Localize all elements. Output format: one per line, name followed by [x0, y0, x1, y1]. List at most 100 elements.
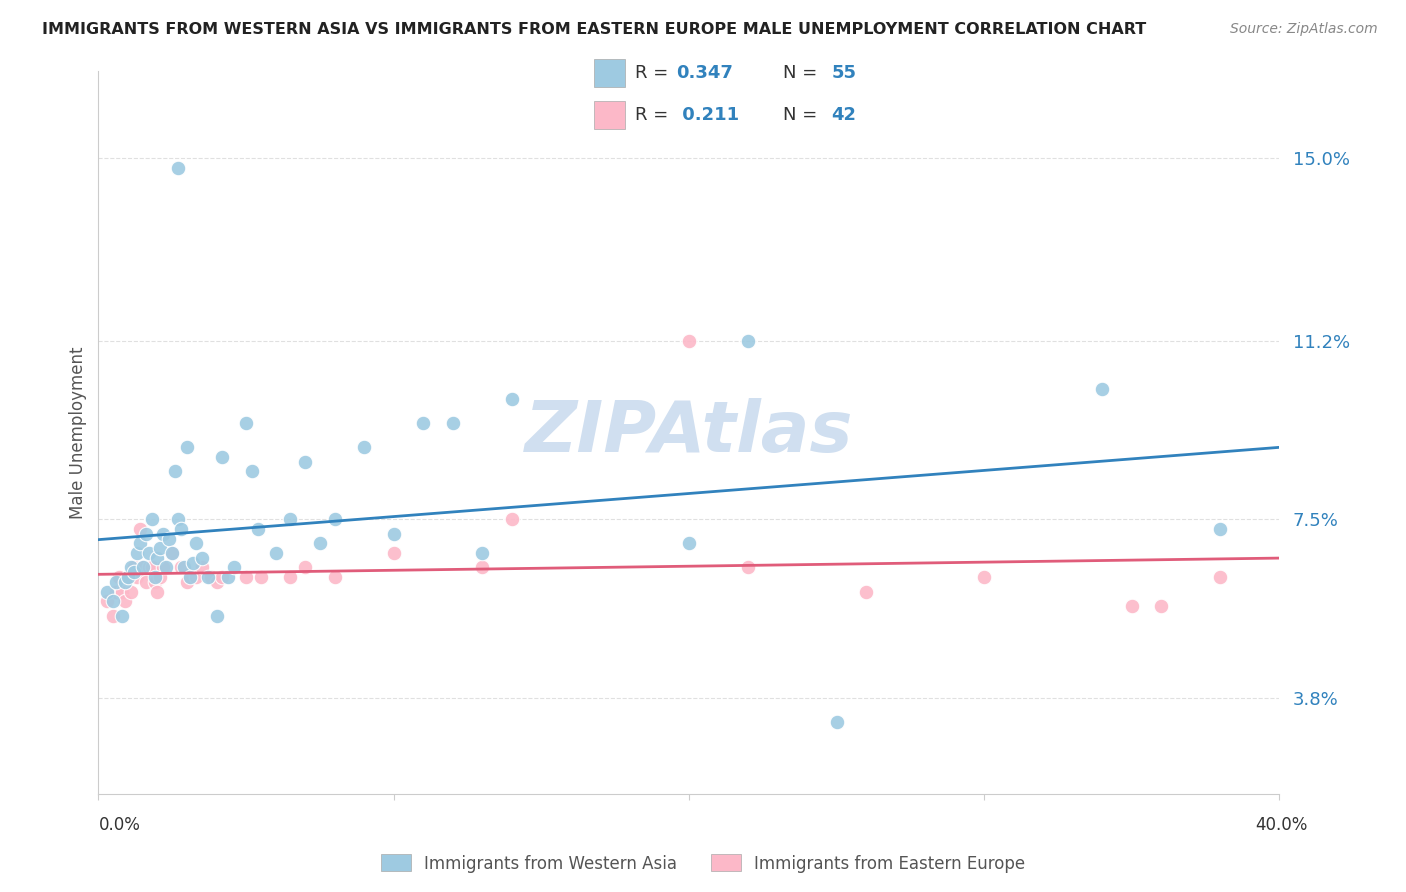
- Point: [323, 570, 346, 584]
- Point: [1091, 382, 1114, 396]
- Point: [211, 450, 233, 464]
- Point: [737, 560, 759, 574]
- Point: [280, 512, 302, 526]
- Text: Source: ZipAtlas.com: Source: ZipAtlas.com: [1230, 22, 1378, 37]
- Point: [323, 512, 346, 526]
- Bar: [593, 101, 624, 129]
- Text: 0.347: 0.347: [676, 63, 734, 82]
- Point: [125, 570, 148, 584]
- Point: [280, 570, 302, 584]
- Point: [678, 334, 700, 348]
- Point: [737, 334, 759, 348]
- Point: [132, 560, 155, 574]
- Point: [165, 464, 187, 478]
- Point: [96, 584, 118, 599]
- Point: [240, 464, 263, 478]
- Point: [1150, 599, 1173, 613]
- Point: [120, 584, 142, 599]
- Point: [149, 570, 172, 584]
- Point: [143, 570, 166, 584]
- Point: [152, 526, 174, 541]
- Point: [1121, 599, 1143, 613]
- Point: [111, 584, 134, 599]
- Point: [114, 574, 136, 589]
- Point: [132, 560, 155, 574]
- Text: 0.0%: 0.0%: [98, 816, 141, 834]
- Point: [103, 608, 125, 623]
- Point: [105, 574, 128, 589]
- Point: [200, 570, 222, 584]
- Point: [122, 566, 145, 580]
- Point: [152, 560, 174, 574]
- Point: [173, 560, 195, 574]
- Point: [114, 594, 136, 608]
- Point: [471, 560, 494, 574]
- Point: [157, 532, 180, 546]
- Point: [235, 416, 257, 430]
- Point: [382, 526, 405, 541]
- Point: [197, 570, 219, 584]
- Text: N =: N =: [783, 63, 817, 82]
- Point: [191, 550, 214, 565]
- Point: [176, 440, 198, 454]
- Point: [176, 574, 198, 589]
- Text: 42: 42: [831, 106, 856, 124]
- Point: [162, 546, 183, 560]
- Point: [1209, 522, 1232, 536]
- Point: [108, 570, 131, 584]
- Point: [120, 560, 142, 574]
- Legend: Immigrants from Western Asia, Immigrants from Eastern Europe: Immigrants from Western Asia, Immigrants…: [374, 847, 1032, 880]
- Point: [205, 574, 228, 589]
- Text: 40.0%: 40.0%: [1256, 816, 1308, 834]
- Point: [181, 556, 204, 570]
- Text: ZIPAtlas: ZIPAtlas: [524, 398, 853, 467]
- Point: [105, 584, 128, 599]
- Point: [141, 512, 163, 526]
- Bar: [593, 59, 624, 87]
- Text: 55: 55: [831, 63, 856, 82]
- Point: [1209, 570, 1232, 584]
- Point: [211, 570, 233, 584]
- Point: [162, 546, 183, 560]
- Point: [184, 536, 207, 550]
- Point: [155, 560, 177, 574]
- Point: [471, 546, 494, 560]
- Point: [217, 570, 239, 584]
- Point: [184, 570, 207, 584]
- Text: R =: R =: [636, 63, 668, 82]
- Point: [250, 570, 273, 584]
- Point: [135, 526, 157, 541]
- Text: 0.211: 0.211: [676, 106, 740, 124]
- Point: [309, 536, 332, 550]
- Y-axis label: Male Unemployment: Male Unemployment: [69, 346, 87, 519]
- Point: [825, 714, 848, 729]
- Point: [128, 536, 150, 550]
- Point: [501, 392, 523, 406]
- Point: [855, 584, 877, 599]
- Point: [501, 512, 523, 526]
- Point: [117, 570, 139, 584]
- Point: [191, 560, 214, 574]
- Point: [170, 560, 193, 574]
- Point: [224, 560, 246, 574]
- Point: [973, 570, 995, 584]
- Point: [179, 570, 201, 584]
- Point: [167, 161, 190, 175]
- Point: [294, 560, 316, 574]
- Point: [138, 560, 160, 574]
- Point: [170, 522, 193, 536]
- Point: [135, 574, 157, 589]
- Point: [382, 546, 405, 560]
- Point: [246, 522, 269, 536]
- Point: [167, 512, 190, 526]
- Point: [122, 560, 145, 574]
- Point: [96, 594, 118, 608]
- Point: [138, 546, 160, 560]
- Point: [412, 416, 434, 430]
- Point: [294, 454, 316, 468]
- Point: [146, 584, 169, 599]
- Text: R =: R =: [636, 106, 668, 124]
- Point: [205, 608, 228, 623]
- Point: [128, 522, 150, 536]
- Point: [141, 560, 163, 574]
